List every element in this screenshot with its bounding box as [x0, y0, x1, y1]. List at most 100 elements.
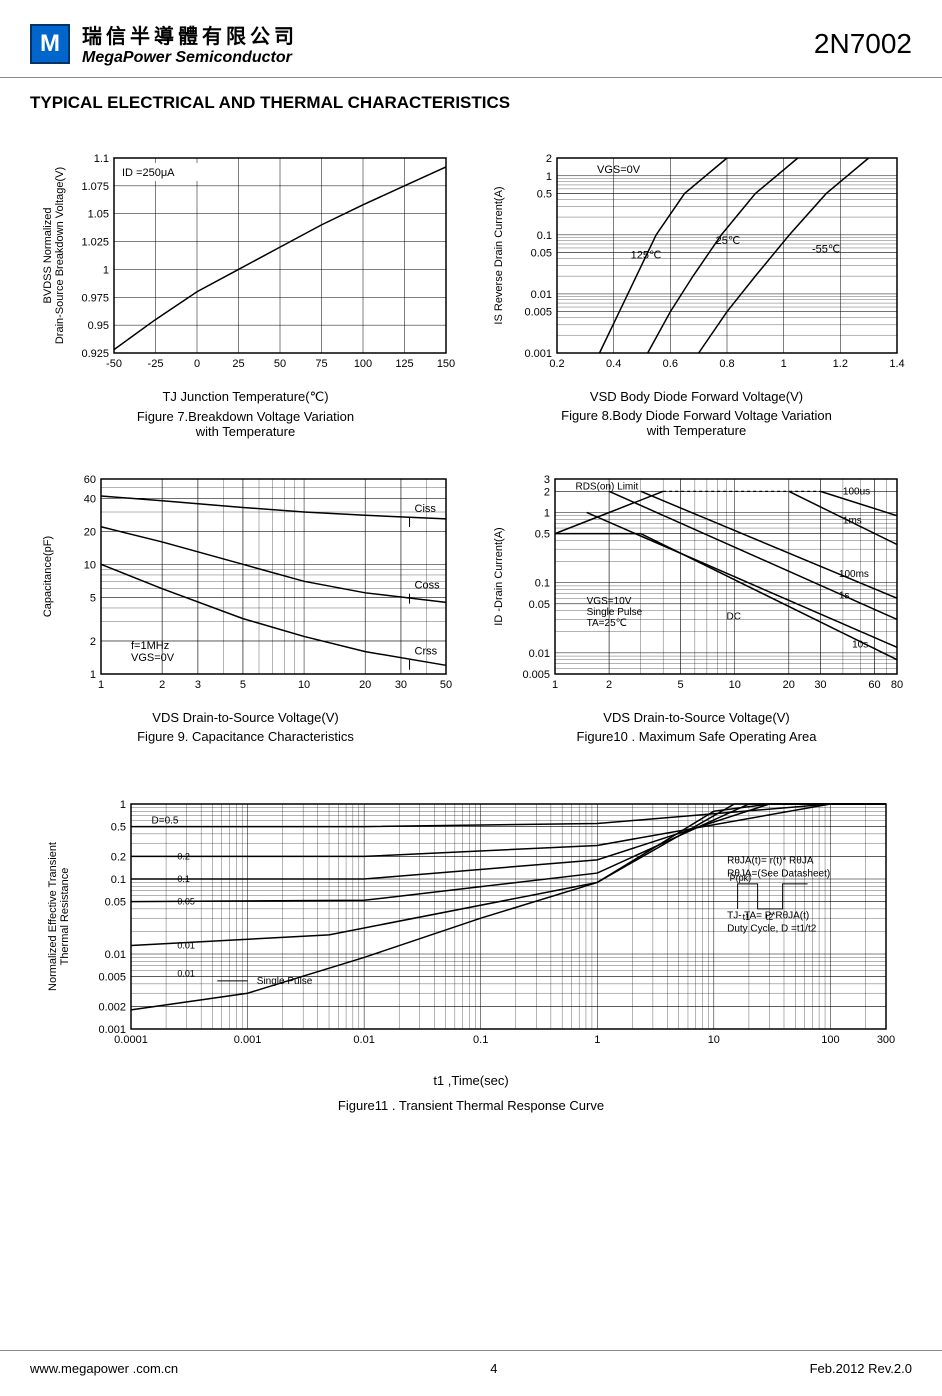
fig8-xlabel: VSD Body Diode Forward Voltage(V) — [590, 389, 803, 404]
svg-text:1.05: 1.05 — [87, 209, 108, 221]
svg-text:150: 150 — [436, 358, 454, 370]
footer-date: Feb.2012 Rev.2.0 — [810, 1361, 912, 1376]
figure-11: 0.00010.0010.010.11101003000.0010.0020.0… — [0, 764, 942, 1113]
fig11-xlabel: t1 ,Time(sec) — [433, 1073, 508, 1088]
svg-text:0.005: 0.005 — [522, 669, 550, 681]
svg-text:1ms: 1ms — [842, 515, 861, 526]
logo-icon: M — [30, 24, 70, 64]
footer-page: 4 — [490, 1361, 497, 1376]
svg-text:30: 30 — [814, 679, 826, 691]
svg-text:1.4: 1.4 — [889, 358, 904, 370]
fig7-svg: -50-2502550751001251500.9250.950.97511.0… — [36, 148, 456, 378]
svg-text:40: 40 — [83, 493, 95, 505]
company-block: 瑞信半導體有限公司 MegaPower Semiconductor — [82, 20, 298, 67]
svg-text:VGS=0V: VGS=0V — [131, 652, 175, 664]
svg-text:0.05: 0.05 — [177, 897, 195, 907]
svg-text:0.6: 0.6 — [662, 358, 677, 370]
svg-text:0.01: 0.01 — [177, 940, 195, 950]
svg-text:0.01: 0.01 — [105, 949, 126, 961]
svg-text:TA=25℃: TA=25℃ — [586, 618, 626, 629]
svg-text:0.05: 0.05 — [528, 599, 549, 611]
svg-text:100ms: 100ms — [838, 569, 868, 580]
svg-text:2: 2 — [545, 153, 551, 165]
svg-text:1: 1 — [543, 507, 549, 519]
svg-text:60: 60 — [83, 474, 95, 486]
svg-text:0: 0 — [193, 358, 199, 370]
svg-text:1: 1 — [97, 679, 103, 691]
svg-text:0.01: 0.01 — [528, 648, 549, 660]
svg-text:2: 2 — [159, 679, 165, 691]
svg-text:80: 80 — [890, 679, 902, 691]
footer-url: www.megapower .com.cn — [30, 1361, 178, 1376]
svg-text:1.075: 1.075 — [81, 181, 109, 193]
svg-text:3: 3 — [543, 474, 549, 486]
svg-text:-55℃: -55℃ — [812, 244, 840, 256]
svg-text:5: 5 — [677, 679, 683, 691]
svg-text:Thermal Resistance: Thermal Resistance — [59, 868, 71, 966]
svg-text:10: 10 — [297, 679, 309, 691]
svg-text:Crss: Crss — [414, 646, 437, 658]
svg-text:25℃: 25℃ — [715, 235, 740, 247]
svg-text:1: 1 — [120, 799, 126, 811]
fig10-svg: 12510203060800.0050.010.050.10.5123ID -D… — [487, 469, 907, 699]
svg-text:ID =250μA: ID =250μA — [122, 167, 175, 179]
svg-text:-25: -25 — [147, 358, 163, 370]
svg-text:0.95: 0.95 — [87, 320, 108, 332]
svg-text:2: 2 — [606, 679, 612, 691]
svg-text:0.5: 0.5 — [534, 529, 549, 541]
figure-8: 0.20.40.60.811.21.40.0010.0050.010.050.1… — [481, 148, 912, 439]
svg-text:50: 50 — [439, 679, 451, 691]
svg-text:Single Pulse: Single Pulse — [257, 976, 313, 987]
page-footer: www.megapower .com.cn 4 Feb.2012 Rev.2.0 — [0, 1350, 942, 1376]
svg-text:1: 1 — [594, 1034, 600, 1046]
svg-text:0.005: 0.005 — [98, 972, 126, 984]
header-left: M 瑞信半導體有限公司 MegaPower Semiconductor — [30, 20, 298, 67]
svg-text:BVDSS Normalized: BVDSS Normalized — [42, 208, 54, 304]
svg-text:1s: 1s — [838, 590, 849, 601]
svg-text:100us: 100us — [842, 487, 869, 498]
fig7-xlabel: TJ Junction Temperature(℃) — [162, 389, 328, 405]
svg-text:60: 60 — [868, 679, 880, 691]
svg-text:Capacitance(pF): Capacitance(pF) — [42, 536, 54, 617]
svg-text:1.025: 1.025 — [81, 237, 109, 249]
svg-text:3: 3 — [194, 679, 200, 691]
svg-text:0.1: 0.1 — [473, 1034, 488, 1046]
svg-text:DC: DC — [726, 611, 740, 622]
svg-text:0.2: 0.2 — [177, 851, 190, 861]
svg-text:IS Reverse Drain Current(A): IS Reverse Drain Current(A) — [493, 186, 505, 324]
svg-text:0.001: 0.001 — [234, 1034, 262, 1046]
svg-text:Single Pulse: Single Pulse — [586, 607, 642, 618]
svg-text:1: 1 — [780, 358, 786, 370]
svg-text:0.001: 0.001 — [524, 348, 552, 360]
svg-text:0.1: 0.1 — [534, 578, 549, 590]
svg-text:10: 10 — [728, 679, 740, 691]
svg-text:0.1: 0.1 — [536, 230, 551, 242]
fig11-caption: Figure11 . Transient Thermal Response Cu… — [338, 1098, 604, 1113]
svg-text:0.4: 0.4 — [606, 358, 621, 370]
svg-text:1: 1 — [89, 669, 95, 681]
fig11-svg: 0.00010.0010.010.11101003000.0010.0020.0… — [41, 794, 901, 1054]
svg-text:VGS=0V: VGS=0V — [597, 164, 641, 176]
svg-text:0.925: 0.925 — [81, 348, 109, 360]
svg-text:1: 1 — [551, 679, 557, 691]
svg-text:Ciss: Ciss — [414, 503, 436, 515]
svg-text:20: 20 — [359, 679, 371, 691]
svg-text:0.001: 0.001 — [98, 1024, 126, 1036]
svg-text:1: 1 — [545, 171, 551, 183]
svg-text:0.5: 0.5 — [536, 189, 551, 201]
svg-text:P(pk): P(pk) — [730, 873, 752, 883]
svg-text:Drain-Source Breakdown Voltage: Drain-Source Breakdown Voltage(V) — [54, 167, 66, 344]
fig10-caption: Figure10 . Maximum Safe Operating Area — [577, 729, 817, 744]
svg-text:75: 75 — [315, 358, 327, 370]
company-english: MegaPower Semiconductor — [82, 49, 298, 67]
svg-text:0.01: 0.01 — [530, 289, 551, 301]
svg-text:0.1: 0.1 — [111, 874, 126, 886]
svg-text:5: 5 — [89, 592, 95, 604]
svg-text:0.2: 0.2 — [111, 851, 126, 863]
svg-text:0.8: 0.8 — [719, 358, 734, 370]
svg-text:0.01: 0.01 — [177, 968, 195, 978]
svg-text:10: 10 — [83, 559, 95, 571]
part-number: 2N7002 — [814, 28, 912, 60]
figure-7: -50-2502550751001251500.9250.950.97511.0… — [30, 148, 461, 439]
svg-text:125℃: 125℃ — [630, 249, 661, 261]
